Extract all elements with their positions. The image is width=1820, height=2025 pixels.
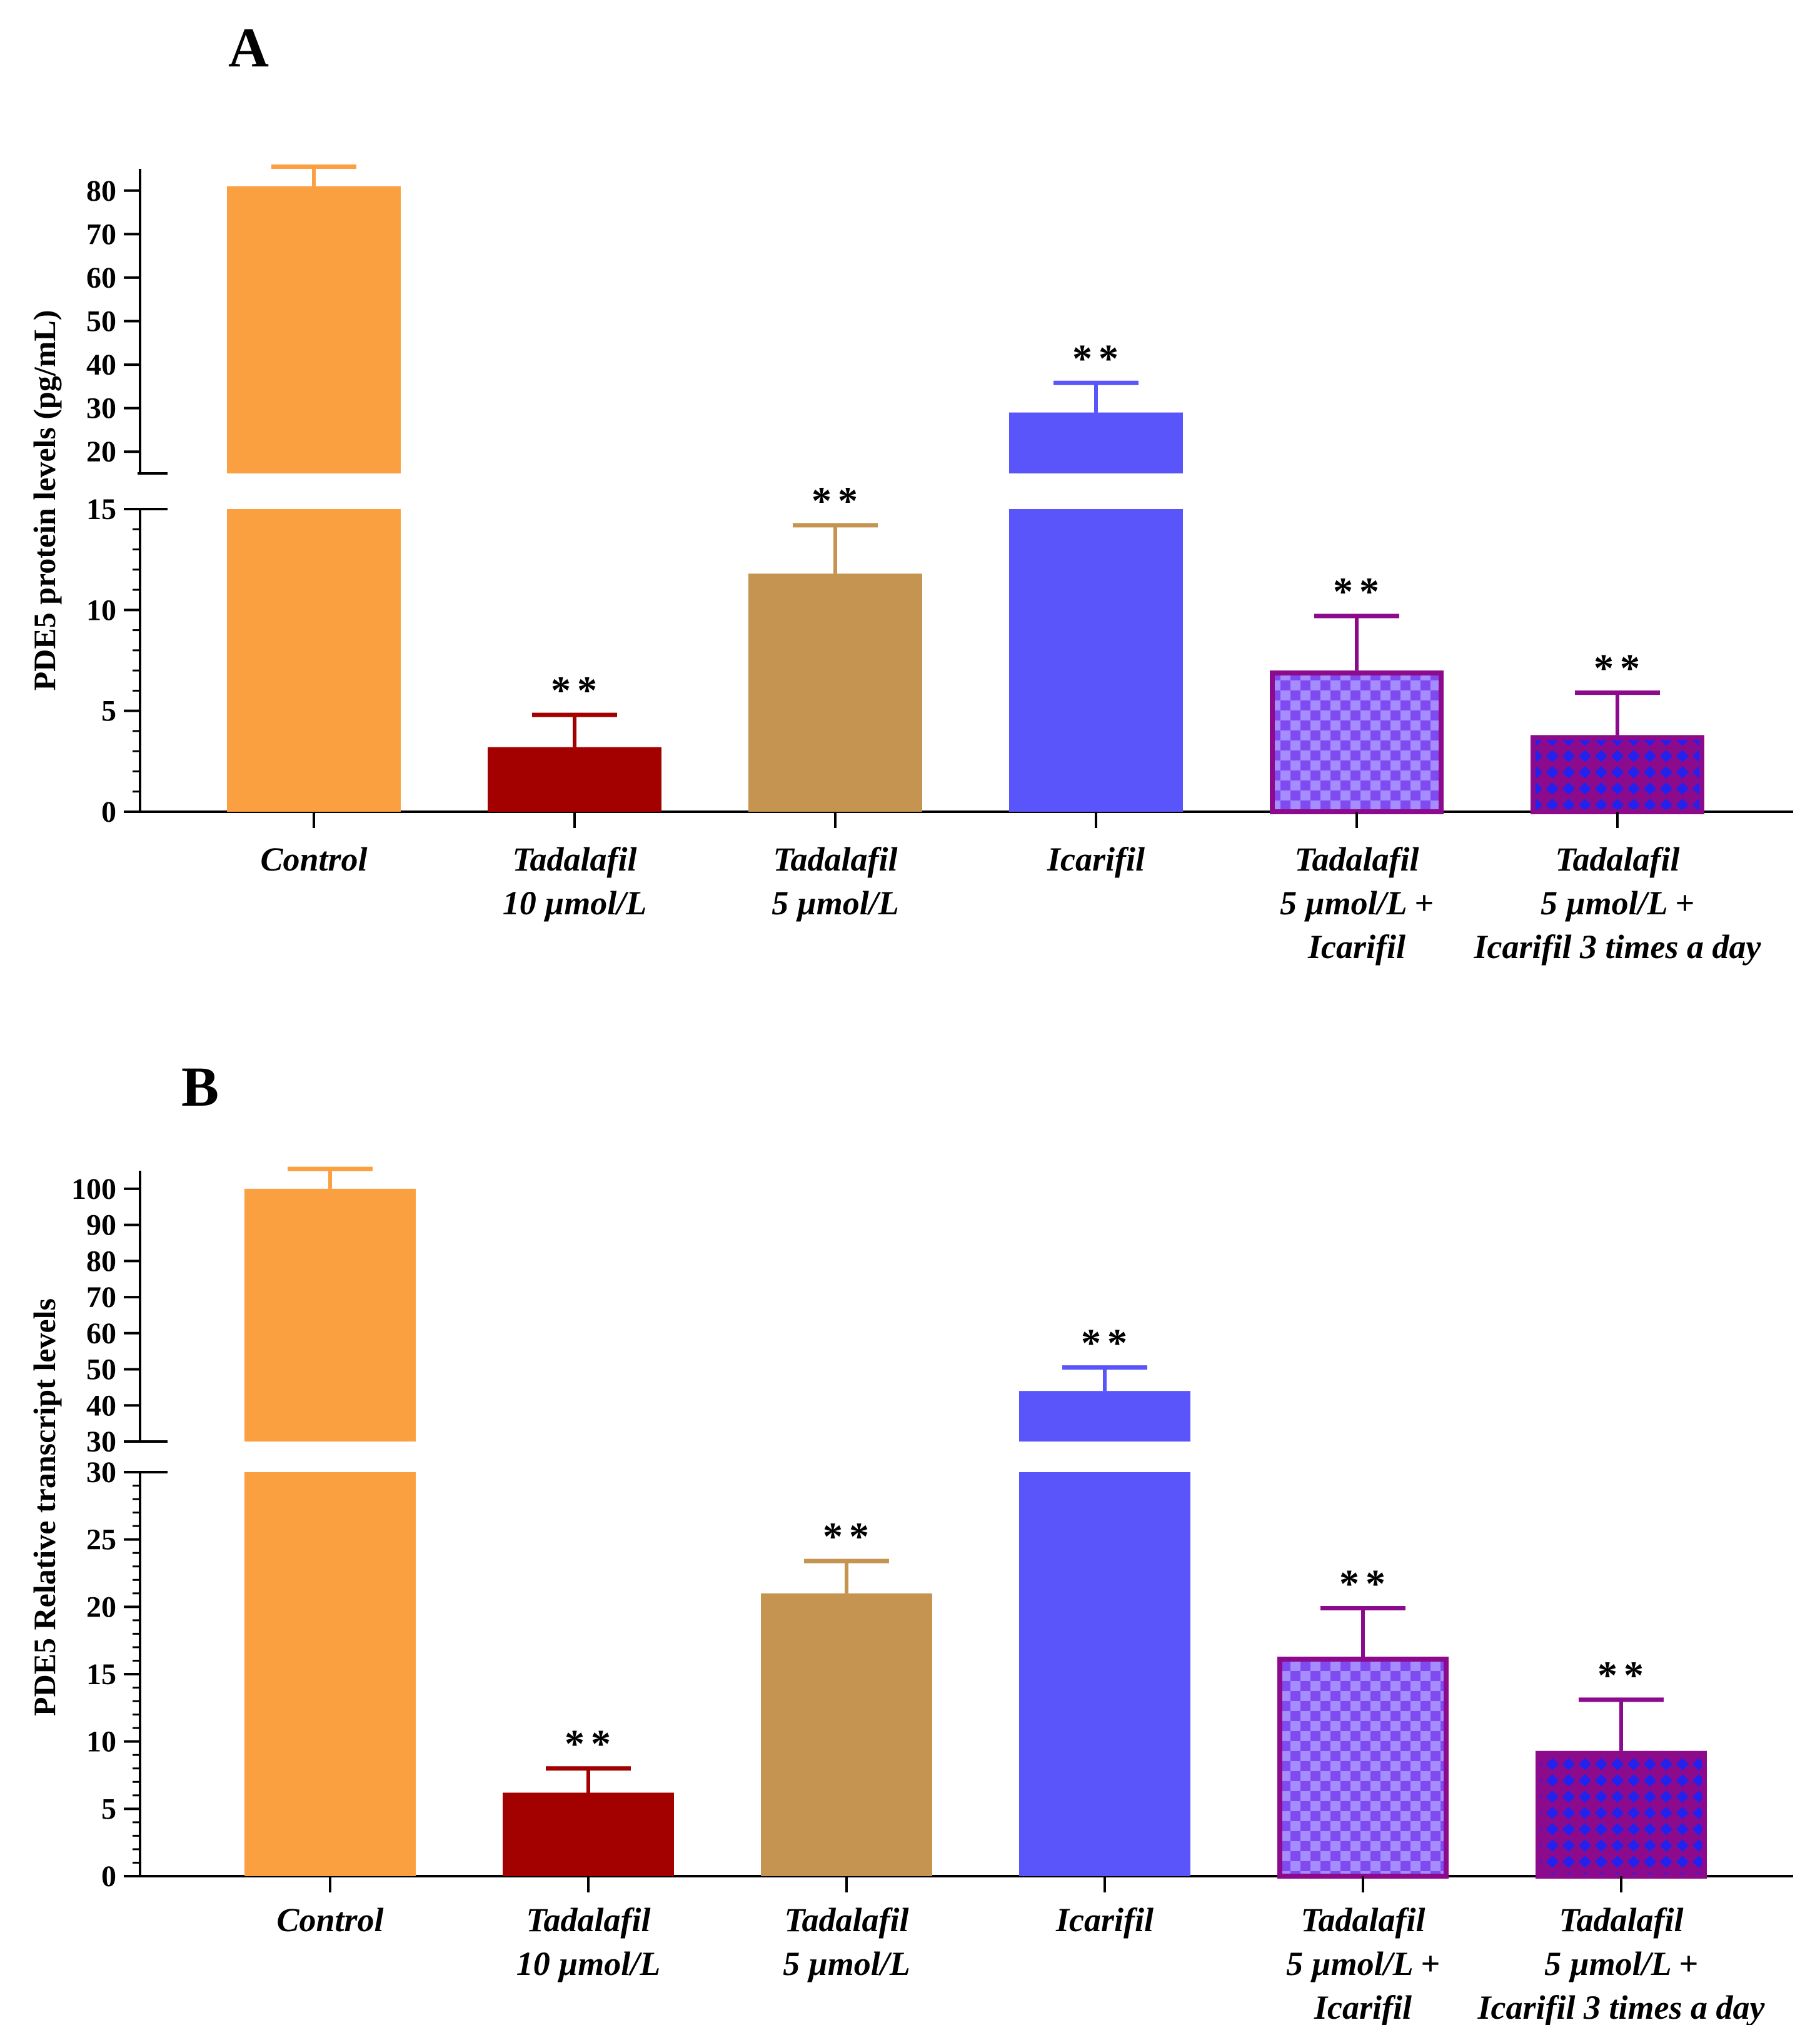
y-tick-label: 50 (86, 305, 116, 338)
x-category-label: Tadalafil (512, 841, 636, 878)
bar (488, 747, 661, 812)
y-tick-label: 30 (86, 1425, 116, 1458)
bar-lower-segment (1019, 1472, 1190, 1876)
y-tick-label: 40 (86, 348, 116, 381)
x-category-label: Icarifil 3 times a day (1477, 1989, 1766, 2025)
significance-label: ** (1081, 1321, 1134, 1365)
significance-label: ** (1597, 1653, 1650, 1697)
y-tick-label: 0 (101, 1860, 116, 1893)
y-tick-label: 20 (86, 1590, 116, 1624)
bar-lower-segment (244, 1472, 416, 1876)
significance-label: ** (1333, 569, 1385, 614)
bar (503, 1792, 674, 1876)
x-category-label: Tadalafil (773, 841, 897, 878)
panel-b: B PDE5 Relative transcript levels 0 5 10 15… (27, 1056, 1793, 2025)
bar-upper-segment (1009, 412, 1183, 473)
bar (761, 1593, 932, 1876)
y-tick-label: 100 (71, 1173, 116, 1206)
y-tick-label: 70 (86, 1281, 116, 1314)
y-tick-label: 15 (86, 1658, 116, 1691)
x-category-label: Icarifil (1047, 841, 1145, 878)
x-category-label: 5 µmol/L + (1544, 1945, 1698, 1982)
x-category-label: Control (260, 841, 367, 878)
y-tick-label: 10 (86, 593, 116, 627)
y-tick-label: 90 (86, 1209, 116, 1242)
y-axis-label-a: PDE5 protein levels (pg/mL) (27, 310, 62, 691)
x-category-label: 10 µmol/L (503, 884, 647, 922)
bar-lower-segment (227, 509, 401, 812)
x-category-label: Tadalafil (1300, 1901, 1425, 1939)
y-tick-label: 60 (86, 1317, 116, 1350)
y-tick-label: 25 (86, 1523, 116, 1557)
bar (1531, 735, 1704, 815)
y-tick-label: 70 (86, 218, 116, 251)
y-tick-label: 0 (101, 795, 116, 829)
y-tick-label: 80 (86, 1245, 116, 1278)
y-tick-label: 5 (101, 695, 116, 728)
x-category-label: 5 µmol/L (772, 884, 899, 922)
bar-lower-segment (1009, 509, 1183, 812)
x-category-label: 10 µmol/L (516, 1945, 661, 1982)
bar-upper-segment (1019, 1391, 1190, 1442)
x-category-label: Icarifil (1314, 1989, 1412, 2025)
x-category-label: 5 µmol/L (783, 1945, 910, 1982)
x-category-label: Tadalafil (784, 1901, 908, 1939)
x-category-label: Icarifil (1307, 928, 1405, 966)
bar (1270, 670, 1444, 814)
bar (1536, 1750, 1707, 1879)
y-axis-label-b: PDE5 Relative transcript levels (27, 1298, 62, 1716)
panel-label-a: A (228, 17, 269, 79)
bar (748, 573, 922, 812)
y-tick-label: 80 (86, 174, 116, 208)
significance-label: ** (1594, 646, 1646, 690)
y-tick-label: 50 (86, 1353, 116, 1386)
y-tick-label: 30 (86, 1456, 116, 1489)
x-category-label: Tadalafil (1555, 841, 1679, 878)
y-tick-label: 15 (86, 493, 116, 526)
x-category-label: Control (276, 1901, 383, 1939)
panel-label-b: B (181, 1056, 219, 1118)
y-tick-label: 10 (86, 1725, 116, 1759)
x-category-label: Icarifil 3 times a day (1474, 928, 1762, 966)
x-category-label: 5 µmol/L + (1280, 884, 1434, 922)
panel-a: A PDE5 protein levels (pg/mL) 0 5 10 15 20 30… (27, 17, 1793, 966)
x-category-label: Tadalafil (1559, 1901, 1683, 1939)
chart-marks-b: 05101520253030405060708090100Control**Ta… (71, 1166, 1793, 2025)
y-tick-label: 60 (86, 261, 116, 295)
significance-label: ** (812, 478, 864, 523)
x-category-label: Tadalafil (1294, 841, 1419, 878)
significance-label: ** (565, 1722, 617, 1766)
x-category-label: 5 µmol/L + (1286, 1945, 1440, 1982)
x-category-label: 5 µmol/L + (1541, 884, 1694, 922)
significance-label: ** (1339, 1561, 1392, 1605)
y-tick-label: 40 (86, 1389, 116, 1422)
y-tick-label: 30 (86, 392, 116, 425)
y-tick-label: 5 (101, 1792, 116, 1826)
significance-label: ** (1072, 336, 1125, 380)
bar (1277, 1657, 1449, 1879)
significance-label: ** (551, 668, 603, 712)
x-category-label: Icarifil (1055, 1901, 1154, 1939)
y-tick-label: 20 (86, 435, 116, 468)
bar-upper-segment (244, 1188, 416, 1442)
chart-marks-a: 0 5 10 15 20 30 40 50 60 70 80 Control ** Tadalafil 10… (86, 164, 1793, 966)
bar-upper-segment (227, 186, 401, 473)
x-category-label: Tadalafil (526, 1901, 650, 1939)
significance-label: ** (823, 1514, 875, 1558)
